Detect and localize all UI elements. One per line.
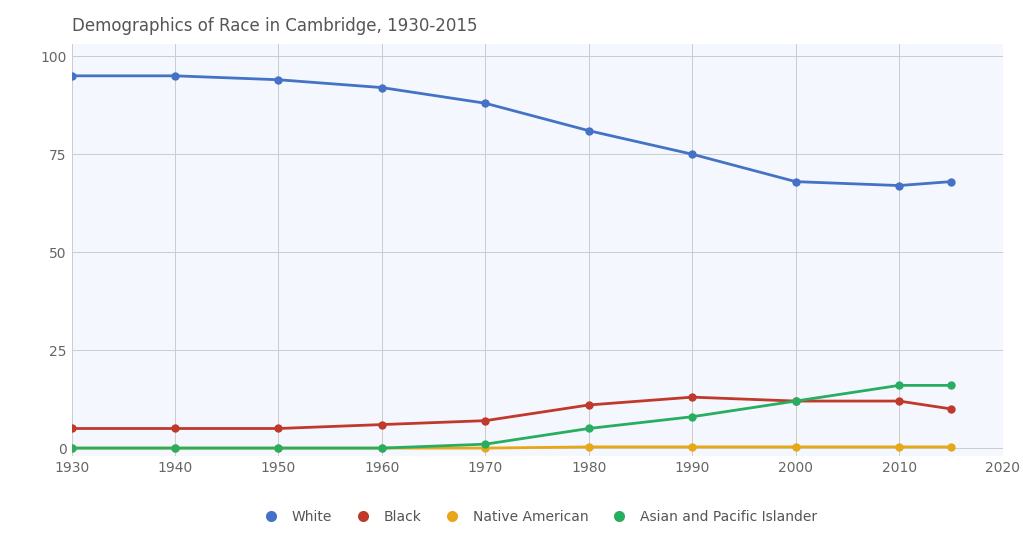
Native American [686,444,699,450]
Native American [893,444,905,450]
Legend: White, Black, Native American, Asian and Pacific Islander: White, Black, Native American, Asian and… [252,504,822,529]
Asian and Pacific Islander [893,382,905,389]
White [272,76,284,83]
White [479,100,491,107]
White [944,178,957,185]
Black [893,398,905,404]
Black [169,425,181,432]
White [65,72,78,79]
Black [686,394,699,400]
White [790,178,802,185]
Native American [790,444,802,450]
White [169,72,181,79]
Asian and Pacific Islander [686,414,699,420]
Asian and Pacific Islander [375,445,388,451]
Black [583,401,595,408]
White [375,85,388,91]
Black [65,425,78,432]
White [583,127,595,134]
Native American [65,445,78,451]
Line: White: White [69,72,954,189]
Asian and Pacific Islander [583,425,595,432]
Asian and Pacific Islander [479,441,491,448]
White [893,182,905,189]
Native American [169,445,181,451]
Line: Native American: Native American [69,444,954,451]
Black [944,405,957,412]
Black [272,425,284,432]
Asian and Pacific Islander [169,445,181,451]
Black [375,421,388,428]
Line: Black: Black [69,394,954,432]
Native American [944,444,957,450]
Text: Demographics of Race in Cambridge, 1930-2015: Demographics of Race in Cambridge, 1930-… [72,17,477,34]
Black [790,398,802,404]
Black [479,418,491,424]
Native American [375,445,388,451]
Asian and Pacific Islander [272,445,284,451]
Native American [272,445,284,451]
Native American [479,445,491,451]
Asian and Pacific Islander [65,445,78,451]
Asian and Pacific Islander [944,382,957,389]
Native American [583,444,595,450]
White [686,151,699,157]
Line: Asian and Pacific Islander: Asian and Pacific Islander [69,382,954,451]
Asian and Pacific Islander [790,398,802,404]
